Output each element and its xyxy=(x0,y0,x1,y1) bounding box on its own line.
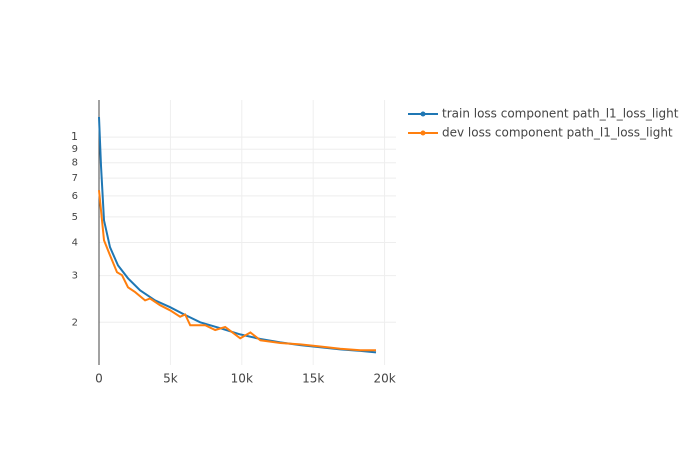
legend-item: dev loss component path_l1_loss_light xyxy=(408,126,673,140)
y-tick-label: 6 xyxy=(72,191,78,202)
x-tick-label: 20k xyxy=(373,372,395,386)
x-tick-label: 15k xyxy=(302,372,324,386)
series-line xyxy=(98,116,377,354)
x-tick-label: 5k xyxy=(163,372,178,386)
series-line xyxy=(98,190,376,352)
y-tick-label: 2 xyxy=(72,317,78,328)
y-tick-label: 1 xyxy=(71,130,78,143)
legend-label: dev loss component path_l1_loss_light xyxy=(442,126,673,140)
legend-item: train loss component path_l1_loss_light xyxy=(408,107,679,121)
legend-marker xyxy=(420,111,426,117)
y-tick-label: 9 xyxy=(72,144,78,155)
y-tick-label: 5 xyxy=(72,212,78,223)
y-tick-label: 4 xyxy=(72,238,78,249)
legend-label: train loss component path_l1_loss_light xyxy=(442,107,679,121)
y-tick-label: 8 xyxy=(72,158,78,169)
x-tick-label: 0 xyxy=(95,372,103,386)
y-tick-label: 3 xyxy=(72,271,78,282)
legend-marker xyxy=(420,130,426,136)
x-tick-label: 10k xyxy=(231,372,253,386)
y-tick-label: 7 xyxy=(72,173,78,184)
